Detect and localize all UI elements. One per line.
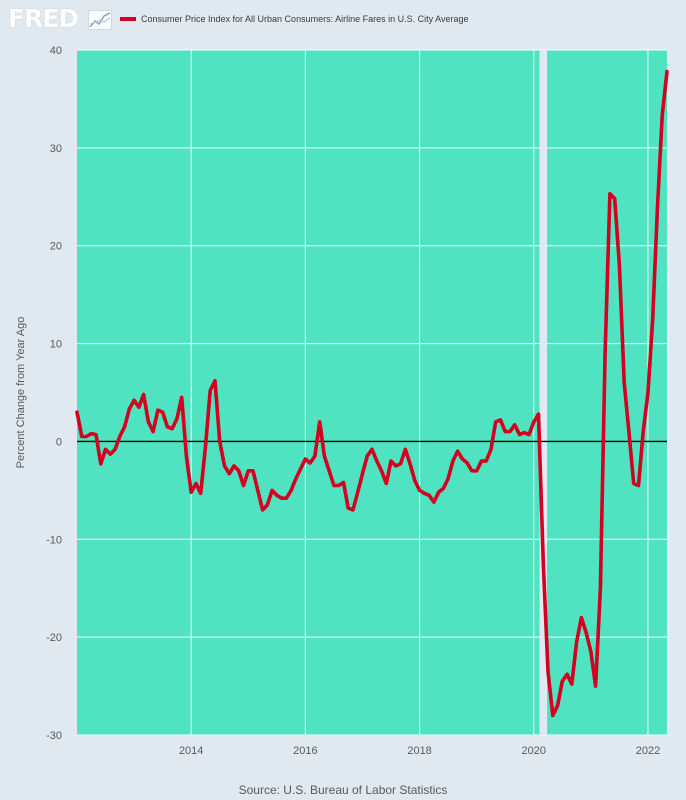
y-tick-label: -20 (46, 632, 62, 644)
gridlines (77, 49, 667, 736)
recession-shading (539, 50, 548, 735)
y-tick-label: 20 (50, 241, 62, 253)
legend-label: Consumer Price Index for All Urban Consu… (141, 14, 469, 24)
series-line (75, 69, 669, 718)
plot-area (77, 50, 667, 735)
x-tick-label: 2018 (407, 745, 431, 757)
recession-band (539, 50, 548, 735)
x-tick-label: 2014 (179, 745, 203, 757)
y-tick-label: 10 (50, 339, 62, 351)
x-axis: 2014 2016 2018 2020 2022 (179, 745, 660, 757)
x-tick-label: 2016 (293, 745, 317, 757)
header: FRED Consumer Price Index for All Urban … (0, 0, 686, 40)
y-tick-label: -30 (46, 730, 62, 742)
chart-line-icon (88, 10, 112, 30)
legend[interactable]: Consumer Price Index for All Urban Consu… (120, 12, 468, 26)
x-tick-label: 2022 (636, 745, 660, 757)
y-tick-label: 40 (50, 45, 62, 57)
fred-logo[interactable]: FRED (8, 4, 79, 33)
x-tick-label: 2020 (522, 745, 546, 757)
y-tick-label: 30 (50, 143, 62, 155)
legend-swatch (120, 17, 136, 21)
y-axis: 40 30 20 10 0 -10 -20 -30 (46, 45, 62, 742)
y-tick-label: 0 (56, 436, 62, 448)
y-axis-label: Percent Change from Year Ago (15, 317, 27, 469)
y-tick-label: -10 (46, 534, 62, 546)
source-note: Source: U.S. Bureau of Labor Statistics (238, 783, 448, 797)
